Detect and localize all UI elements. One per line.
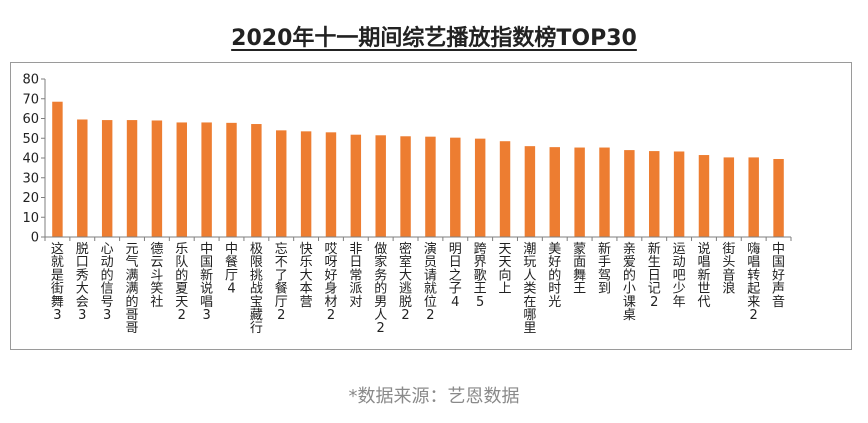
bar (773, 158, 784, 237)
x-tick-label: 心动的信号 3 (101, 242, 114, 323)
x-tick-label: 中国好声音 (772, 242, 785, 310)
x-tick-label: 这就是街舞 3 (51, 241, 64, 323)
bar (201, 122, 212, 237)
y-tick-label: 50 (22, 132, 39, 147)
x-tick-label: 街头音浪 (722, 242, 735, 297)
x-tick-label: 说唱新世代 (697, 242, 710, 310)
bar (474, 138, 486, 237)
x-tick-label: 忘不了餐厅 2 (275, 242, 288, 323)
bar (499, 141, 511, 237)
bar (673, 151, 685, 237)
x-tick-label: 新生日记 2 (648, 241, 661, 310)
x-tick-label: 新手驾到 (598, 241, 611, 297)
x-tick-label: 做家务的男人 2 (374, 242, 387, 336)
bar (126, 120, 138, 237)
chart-title: 2020年十一期间综艺播放指数榜TOP30 (0, 20, 868, 52)
x-tick-label: 哎呀好身材 2 (324, 242, 337, 323)
bar (574, 147, 585, 237)
y-tick-label: 0 (31, 231, 39, 246)
bar (649, 151, 660, 237)
bar (325, 132, 337, 237)
bar (226, 122, 237, 237)
x-tick-label: 运动吧少年 (673, 242, 686, 310)
x-tick-label: 跨界歌王 5 (474, 242, 487, 310)
y-tick-label: 80 (22, 73, 39, 88)
bars (52, 101, 784, 238)
bar (400, 136, 411, 237)
bar (276, 130, 287, 237)
y-tick-label: 20 (22, 191, 39, 206)
bar (251, 124, 262, 237)
bar (698, 155, 710, 237)
bar (151, 120, 163, 237)
bar (524, 146, 536, 237)
bar (52, 101, 63, 238)
x-tick-label: 密室大逃脱 2 (399, 241, 412, 323)
x-tick-label: 元气满满的哥哥 (126, 242, 139, 336)
x-tick-label: 亲爱的小课桌 (623, 242, 636, 323)
bar (375, 135, 386, 237)
y-tick-label: 70 (22, 92, 39, 107)
x-tick-label: 德云斗笑社 (150, 242, 163, 310)
y-tick-label: 30 (22, 171, 39, 186)
bar (450, 137, 461, 237)
x-tick-label: 嗨唱转起来 2 (747, 242, 760, 323)
bar (300, 131, 312, 237)
data-source-note: *数据来源：艺恩数据 (348, 386, 520, 407)
y-tick-label: 60 (22, 112, 39, 127)
bar (723, 157, 735, 237)
x-tick-label: 中国新说唱 3 (200, 242, 213, 323)
x-tick-label: 脱口秀大会 3 (76, 242, 89, 323)
x-tick-label: 非日常派对 (349, 242, 362, 310)
bar (77, 119, 88, 237)
chart-frame: 0 10 20 30 40 50 60 70 80 这就是街舞 3 脱口秀大会 3 心动的信号 3 元气满满… (10, 62, 852, 350)
x-tick-label: 明日之子 4 (449, 242, 462, 310)
bar-chart: 0 10 20 30 40 50 60 70 80 这就是街舞 3 脱口秀大会 3 心动的信号 3 元气满满… (22, 73, 792, 336)
bar (599, 147, 610, 237)
bar (101, 120, 113, 237)
bar (350, 134, 362, 237)
x-tick-label: 蒙面舞王 (573, 242, 586, 297)
bar (624, 150, 635, 237)
x-tick-label: 中餐厅 4 (225, 242, 238, 297)
x-tick-label: 极限挑战宝藏行 (250, 242, 263, 336)
x-tick-label: 潮玩人类在哪里 (523, 242, 536, 336)
x-tick-label: 快乐大本营 (300, 242, 313, 310)
y-tick-label: 10 (22, 211, 39, 226)
bar (549, 147, 560, 237)
bar (425, 136, 436, 237)
y-axis: 0 10 20 30 40 50 60 70 80 (22, 73, 46, 246)
x-tick-label: 演员请就位 2 (424, 241, 437, 323)
chart-title-text: 2020年十一期间综艺播放指数榜TOP30 (231, 26, 637, 51)
x-tick-label: 天天向上 (499, 242, 512, 297)
x-tick-label: 乐队的夏天 2 (175, 242, 188, 323)
bar (748, 157, 759, 237)
bar (176, 122, 187, 237)
y-tick-label: 40 (22, 152, 39, 167)
x-tick-label: 美好的时光 (548, 242, 561, 310)
